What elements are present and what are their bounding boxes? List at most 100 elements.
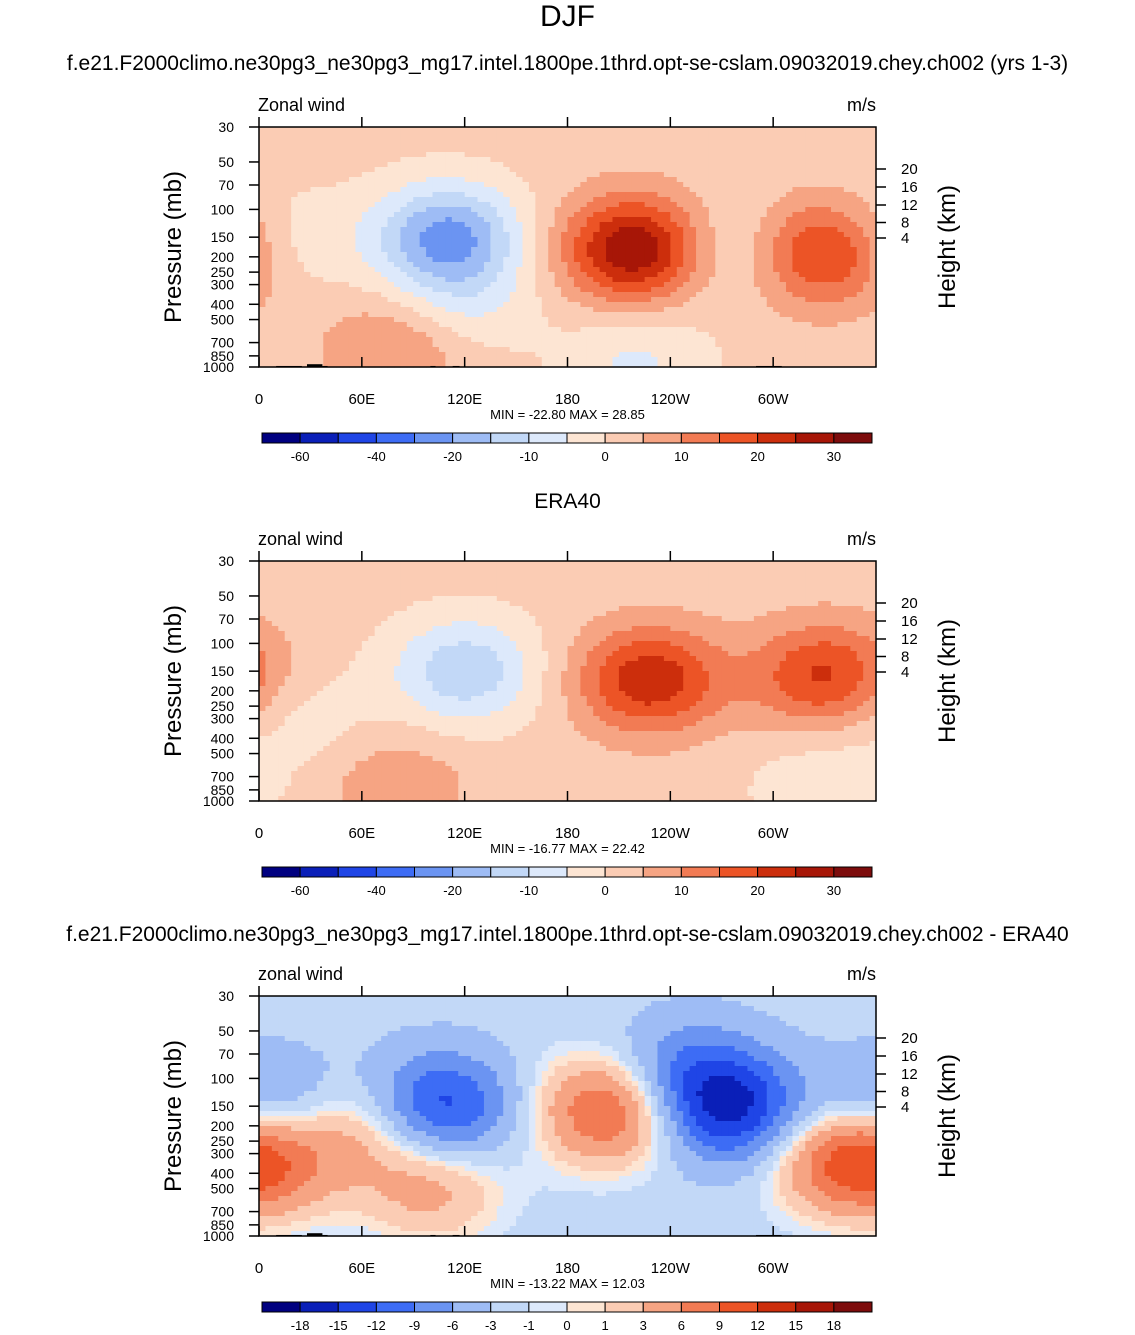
field-cell [265,277,273,283]
field-cell [561,571,569,577]
field-cell [798,207,806,213]
field-cell [644,307,652,313]
field-cell [869,312,877,318]
field-cell [580,362,588,368]
field-cell [728,322,736,328]
field-cell [496,247,504,253]
field-cell [336,177,344,183]
field-cell [445,147,453,153]
field-cell [535,232,543,238]
field-cell [747,342,755,348]
field-cell [811,177,819,183]
field-cell [837,222,845,228]
field-cell [503,182,511,188]
field-cell [837,332,845,338]
field-cell [580,197,588,203]
field-cell [773,352,781,358]
height-tick-label: 12 [901,197,918,214]
field-cell [483,571,491,577]
field-cell [432,172,440,178]
field-cell [342,177,350,183]
field-cell [535,337,543,343]
field-cell [291,297,299,303]
field-cell [644,242,652,248]
field-cell [676,177,684,183]
field-cell [651,132,659,138]
field-cell [612,172,620,178]
colorbar-swatch [337,432,377,444]
field-cell [413,272,421,278]
field-cell [638,347,646,353]
field-cell [593,342,601,348]
field-cell [631,142,639,148]
field-cell [676,137,684,143]
field-cell [818,182,826,188]
field-cell [509,177,517,183]
field-cell [406,347,414,353]
field-cell [413,292,421,298]
field-cell [702,157,710,163]
field-cell [432,182,440,188]
field-cell [541,297,549,303]
field-cell [458,172,466,178]
field-cell [728,142,736,148]
field-cell [670,267,678,273]
field-cell [734,262,742,268]
field-cell [850,227,858,233]
field-cell [278,277,286,283]
field-cell [342,357,350,363]
field-cell [516,197,524,203]
field-cell [606,127,614,133]
field-cell [509,337,517,343]
field-cell [798,237,806,243]
field-cell [702,162,710,168]
field-cell [843,212,851,218]
field-cell [393,227,401,233]
field-cell [490,187,498,193]
field-cell [580,207,588,213]
field-cell [355,132,363,138]
field-cell [329,157,337,163]
field-cell [811,182,819,188]
field-cell [348,571,357,577]
field-cell [638,262,646,268]
field-cell [413,332,421,338]
field-cell [760,187,768,193]
field-cell [348,167,357,173]
field-cell [753,157,761,163]
field-cell [432,197,440,203]
field-cell [393,182,401,188]
field-cell [284,292,292,298]
field-cell [779,242,787,248]
field-cell [458,212,466,218]
field-cell [760,566,768,572]
field-cell [606,147,614,153]
field-cell [458,192,466,198]
field-cell [573,222,581,228]
field-cell [612,322,620,328]
field-cell [432,307,440,313]
field-cell [779,187,787,193]
field-cell [696,312,704,318]
field-cell [766,207,774,213]
field-cell [811,262,819,268]
field-cell [805,247,813,253]
field-cell [612,202,620,208]
field-cell [798,232,806,238]
field-cell [863,177,871,183]
field-cell [837,342,845,348]
field-cell [355,267,363,273]
field-cell [348,127,357,133]
field-cell [297,357,305,363]
field-cell [503,152,511,158]
field-cell [734,187,742,193]
field-cell [368,262,376,268]
field-cell [406,252,414,258]
field-cell [831,227,839,233]
field-cell [683,127,691,133]
field-cell [323,237,331,243]
field-cell [259,157,267,163]
field-cell [760,297,768,303]
field-cell [342,287,350,293]
